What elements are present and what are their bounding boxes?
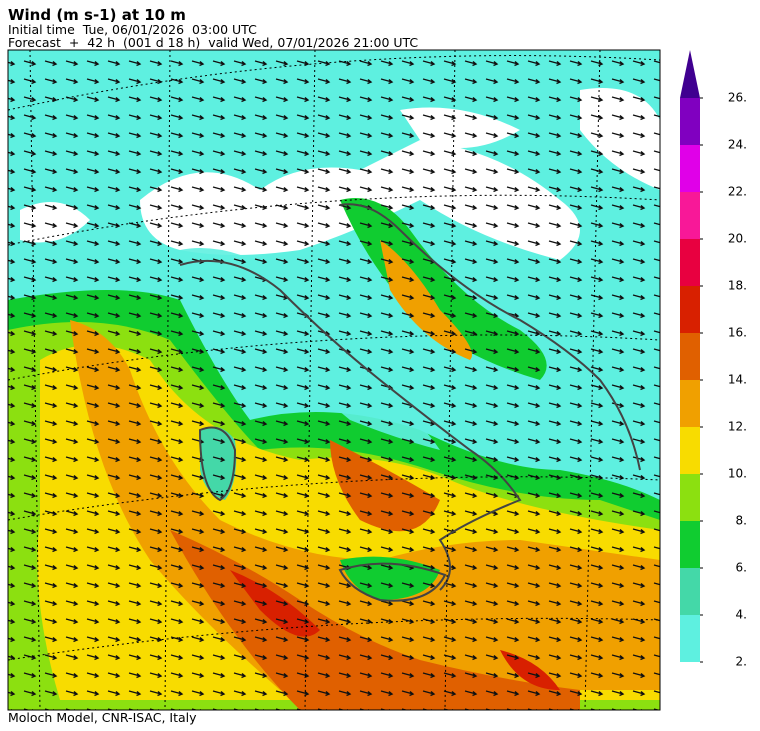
colorbar-segment bbox=[680, 615, 700, 662]
tick-label: 2. bbox=[736, 655, 747, 669]
tick-label: 12. bbox=[728, 420, 747, 434]
wind-map bbox=[8, 50, 660, 710]
tick-label: 6. bbox=[736, 561, 747, 575]
colorbar-segment bbox=[680, 380, 700, 427]
map-frame bbox=[7, 49, 661, 711]
tick-label: 4. bbox=[736, 608, 747, 622]
colorbar-segment bbox=[680, 286, 700, 333]
initial-time: Initial time Tue, 06/01/2026 03:00 UTC bbox=[8, 22, 257, 37]
tick-label: 14. bbox=[728, 373, 747, 387]
tick-label: 22. bbox=[728, 185, 747, 199]
footer: Moloch Model, CNR-ISAC, Italy bbox=[8, 710, 197, 725]
tick-label: 10. bbox=[728, 467, 747, 481]
colorbar-segment bbox=[680, 192, 700, 239]
colorbar-segment bbox=[680, 98, 700, 145]
colorbar-segment bbox=[680, 568, 700, 615]
tick-label: 20. bbox=[728, 232, 747, 246]
colorbar-segment bbox=[680, 474, 700, 521]
colorbar-segment bbox=[680, 521, 700, 568]
tick-label: 24. bbox=[728, 138, 747, 152]
tick-label: 18. bbox=[728, 279, 747, 293]
forecast-time: Forecast + 42 h (001 d 18 h) valid Wed, … bbox=[8, 35, 419, 50]
colorbar-segment bbox=[680, 145, 700, 192]
colorbar-segment bbox=[680, 427, 700, 474]
colorbar: 2. 4. 6. 8. 10. 12. 14. 16. 18. 20. 22. 24. 26. bbox=[680, 50, 747, 669]
tick-label: 26. bbox=[728, 91, 747, 105]
tick-label: 16. bbox=[728, 326, 747, 340]
title: Wind (m s-1) at 10 m bbox=[8, 6, 186, 24]
colorbar-segment bbox=[680, 333, 700, 380]
colorbar-extend bbox=[680, 50, 700, 98]
colorbar-segment bbox=[680, 239, 700, 286]
tick-label: 8. bbox=[736, 514, 747, 528]
